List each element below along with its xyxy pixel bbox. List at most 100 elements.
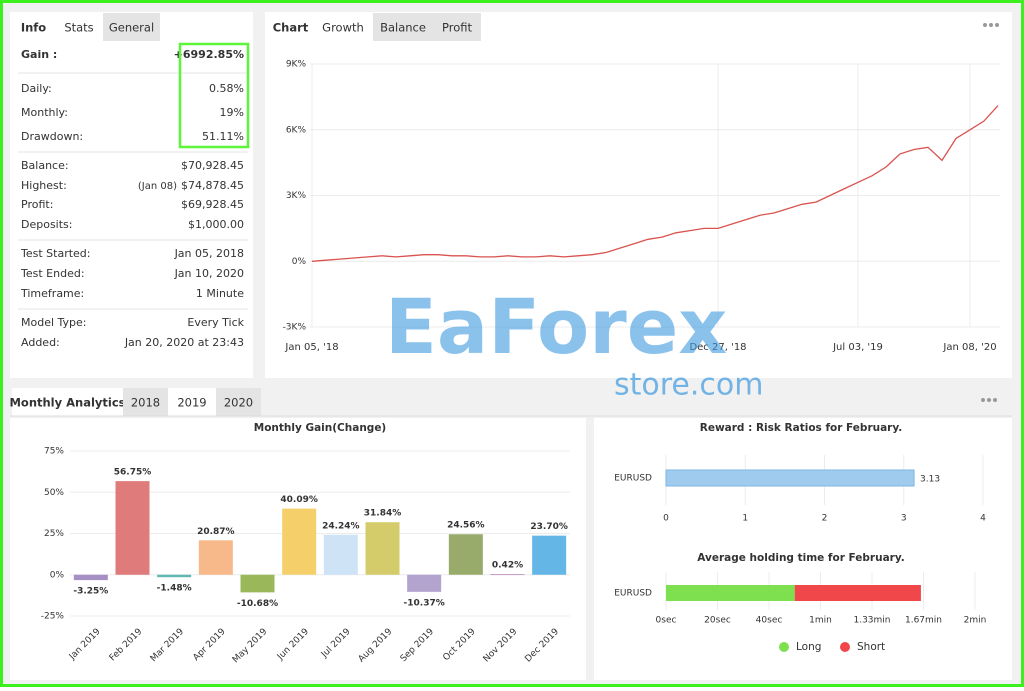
more-menu[interactable] xyxy=(983,23,999,27)
info-value: $1,000.00 xyxy=(188,218,244,231)
more-menu[interactable] xyxy=(981,398,997,402)
info-value: $74,878.45 xyxy=(181,179,244,192)
tab[interactable] xyxy=(55,13,103,41)
chart-title: Monthly Gain(Change) xyxy=(254,422,387,434)
tab-label[interactable]: Monthly Analytics xyxy=(9,396,125,410)
info-note: (Jan 08) xyxy=(138,181,177,192)
tab-label[interactable]: 2020 xyxy=(224,396,253,410)
y-tick-label: 75% xyxy=(44,447,64,457)
tab[interactable] xyxy=(373,13,433,41)
x-tick-label: 1 xyxy=(742,514,748,524)
tab[interactable] xyxy=(123,388,168,416)
info-label: Gain : xyxy=(21,48,57,61)
chart-title: Average holding time for February. xyxy=(697,552,904,564)
bar-segment xyxy=(666,585,795,601)
y-tick-label: 0% xyxy=(292,257,307,267)
x-tick-label: 40sec xyxy=(756,616,783,626)
value-label: -10.68% xyxy=(237,599,278,609)
tab[interactable] xyxy=(168,388,216,416)
info-label: Highest: xyxy=(21,179,67,192)
info-value: Jan 10, 2020 xyxy=(174,267,244,280)
info-label: Profit: xyxy=(21,198,53,211)
info-value: 0.58% xyxy=(209,82,244,95)
bar xyxy=(365,522,400,575)
value-label: 20.87% xyxy=(197,527,235,537)
info-label: Monthly: xyxy=(21,106,68,119)
info-value: 19% xyxy=(220,106,244,119)
legend-swatch[interactable] xyxy=(840,642,850,652)
category-label: EURUSD xyxy=(614,474,652,484)
x-tick-label: Jan 08, '20 xyxy=(942,342,996,353)
y-tick-label: 3K% xyxy=(286,191,307,201)
x-tick-label: 0 xyxy=(663,514,669,524)
x-tick-label: 1.67min xyxy=(905,616,942,626)
watermark-brand: EaForex xyxy=(385,282,727,371)
tab-label[interactable]: Growth xyxy=(322,21,364,35)
x-tick-label: Dec 27, '18 xyxy=(689,342,746,353)
value-label: -3.25% xyxy=(73,587,108,597)
legend-label[interactable]: Short xyxy=(857,641,885,653)
tab[interactable] xyxy=(268,13,313,41)
value-label: 23.70% xyxy=(530,522,568,532)
info-label: Drawdown: xyxy=(21,130,83,143)
bar xyxy=(532,535,567,575)
watermark-domain: store.com xyxy=(614,368,764,403)
bar-segment xyxy=(794,585,921,601)
legend-label[interactable]: Long xyxy=(796,641,821,653)
bar xyxy=(490,574,525,576)
tab[interactable] xyxy=(313,13,373,41)
y-tick-label: 6K% xyxy=(286,125,307,135)
y-tick-label: -25% xyxy=(41,612,65,622)
value-label: 3.13 xyxy=(920,475,940,485)
tab-label[interactable]: Balance xyxy=(380,21,426,35)
x-tick-label: 1min xyxy=(809,616,832,626)
info-label: Model Type: xyxy=(21,316,87,329)
value-label: 56.75% xyxy=(114,468,152,478)
info-label: Balance: xyxy=(21,159,69,172)
ratio-panel xyxy=(594,418,1012,680)
tab-label[interactable]: General xyxy=(109,21,154,35)
value-label: 24.24% xyxy=(322,521,360,531)
bar xyxy=(448,534,483,575)
info-label: Test Started: xyxy=(20,247,91,260)
x-tick-label: Jan 05, '18 xyxy=(284,342,338,353)
info-value: $70,928.45 xyxy=(181,159,244,172)
info-value: +6992.85% xyxy=(174,48,244,61)
bar xyxy=(665,469,915,487)
x-tick-label: 4 xyxy=(980,514,986,524)
tab[interactable] xyxy=(216,388,261,416)
bar xyxy=(240,574,275,593)
x-tick-label: 2 xyxy=(822,514,828,524)
tab[interactable] xyxy=(12,13,55,41)
bar xyxy=(407,574,442,592)
highlight-box xyxy=(178,42,250,149)
value-label: 40.09% xyxy=(280,495,318,505)
tab[interactable] xyxy=(433,13,481,41)
info-value: $69,928.45 xyxy=(181,198,244,211)
x-tick-label: 1.33min xyxy=(853,616,890,626)
info-value: 1 Minute xyxy=(196,287,244,300)
bar xyxy=(323,534,358,575)
x-tick-label: 2min xyxy=(964,616,987,626)
y-tick-label: 9K% xyxy=(286,60,307,70)
tab-label[interactable]: 2019 xyxy=(177,396,206,410)
bar xyxy=(73,574,108,581)
y-tick-label: -3K% xyxy=(283,323,307,333)
tab-label[interactable]: 2018 xyxy=(131,396,160,410)
value-label: 0.42% xyxy=(492,561,523,571)
tab-label[interactable]: Stats xyxy=(64,21,93,35)
tab-label[interactable]: Chart xyxy=(273,21,309,35)
legend-swatch[interactable] xyxy=(779,642,789,652)
chart-title: Reward : Risk Ratios for February. xyxy=(700,422,902,434)
tab-label[interactable]: Info xyxy=(21,21,46,35)
tab[interactable] xyxy=(12,388,123,416)
x-tick-label: 3 xyxy=(901,514,907,524)
tab-label[interactable]: Profit xyxy=(442,21,472,35)
info-label: Daily: xyxy=(21,82,52,95)
value-label: 31.84% xyxy=(364,509,402,519)
tab[interactable] xyxy=(103,13,160,41)
info-value: Jan 20, 2020 at 23:43 xyxy=(124,336,244,349)
